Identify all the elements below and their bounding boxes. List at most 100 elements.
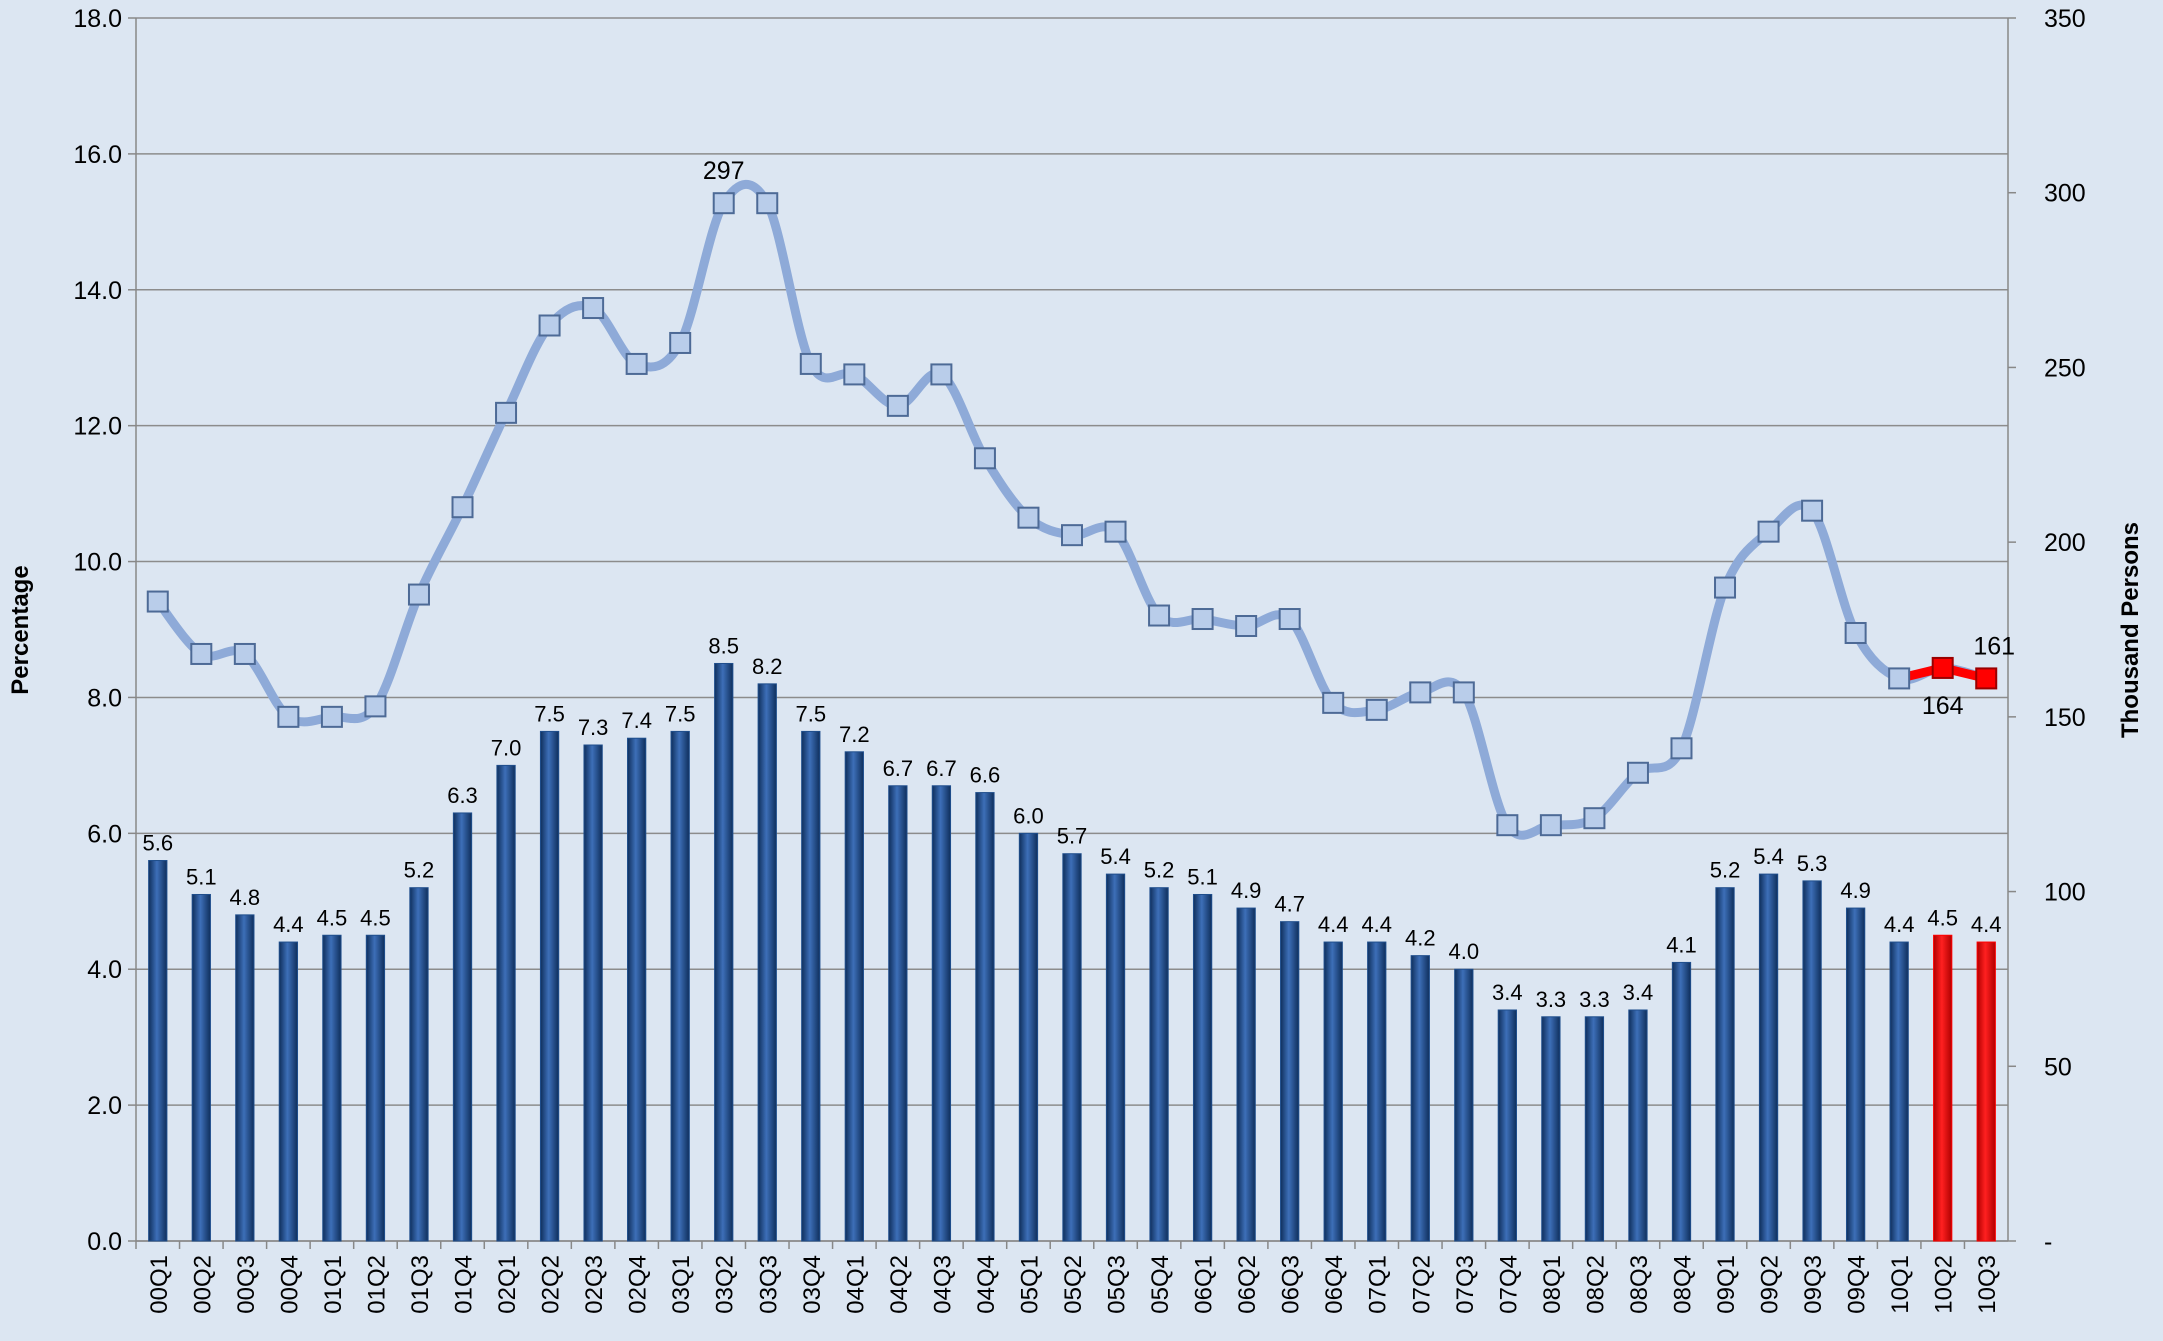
x-tick-label: 00Q2 [189,1255,216,1314]
line-marker [1714,576,1737,599]
x-tick-label: 08Q4 [1669,1255,1696,1314]
line-marker [1061,524,1083,547]
x-tick-label: 02Q2 [538,1255,565,1314]
x-tick-label: 00Q4 [276,1255,303,1314]
line-marker [451,496,474,519]
bar [1497,1009,1517,1242]
bar-value-label: 3.4 [1492,980,1523,1005]
line-marker [1801,499,1824,522]
x-tick-label: 03Q1 [668,1255,695,1314]
line-marker [146,590,169,613]
line-marker [1496,814,1519,837]
y-axis-title: Percentage [7,565,34,694]
x-tick-label: 02Q4 [625,1255,652,1314]
bar-value-label: 5.2 [404,858,435,883]
bar [409,887,429,1242]
x-tick-label: 04Q4 [973,1255,1000,1314]
bar-value-label: 7.5 [665,701,696,726]
line-value-label: 161 [1973,632,2015,660]
x-tick-label: 02Q1 [494,1255,521,1314]
bar-value-label: 7.3 [578,715,609,740]
bar [1410,955,1430,1242]
line-marker [407,583,430,606]
line-marker [538,314,561,337]
line-marker [495,401,518,424]
y-tick-label: 10.0 [73,549,122,577]
x-tick-label: 01Q1 [320,1255,347,1314]
y-tick-label: 4.0 [87,956,122,984]
bar [539,730,560,1242]
bar-value-label: 5.7 [1057,824,1088,849]
y2-tick-label: 300 [2044,180,2086,208]
line-marker [712,192,735,215]
bar-value-label: 4.5 [360,905,391,930]
bar [714,662,734,1242]
x-tick-label: 09Q4 [1844,1255,1871,1314]
bar [670,730,690,1242]
bar [888,785,908,1242]
x-tick-label: 07Q4 [1495,1255,1522,1314]
bar-value-label: 5.2 [1144,858,1175,883]
bar [583,744,603,1242]
bar [148,860,168,1242]
bar [1715,887,1735,1242]
bar-value-label: 6.7 [883,756,914,781]
y2-tick-label: 200 [2044,529,2086,557]
bar [627,737,647,1242]
y2-tick-label: 150 [2044,704,2086,732]
bar-value-label: 6.3 [447,783,478,808]
line-marker [1278,608,1301,631]
bar [1671,961,1692,1242]
line-marker [1626,761,1649,784]
bar-value-label: 5.1 [186,864,217,889]
x-tick-label: 03Q2 [712,1255,739,1314]
x-tick-label: 10Q2 [1931,1255,1958,1314]
bar-value-label: 4.9 [1231,878,1262,903]
x-tick-label: 05Q2 [1060,1255,1087,1314]
line-marker [582,297,605,320]
bar [1933,934,1953,1242]
bar [801,730,821,1242]
line-marker [669,331,692,354]
x-tick-label: 06Q1 [1191,1255,1218,1314]
x-tick-label: 01Q3 [407,1255,434,1314]
bar [757,683,777,1242]
line-marker [1931,656,1954,679]
bar-value-label: 7.5 [534,701,565,726]
line-marker [1670,737,1693,760]
bar-value-label: 7.4 [621,708,652,733]
x-tick-label: 09Q3 [1800,1255,1827,1314]
line-marker [1888,667,1911,690]
bar [844,751,864,1242]
bar [1323,941,1343,1242]
bar [1149,887,1169,1242]
y-tick-label: 0.0 [87,1228,122,1256]
bar [1062,853,1082,1242]
bar-value-label: 4.7 [1274,892,1305,917]
bar [235,914,255,1242]
y2-tick-label: 350 [2044,5,2086,33]
bar-value-label: 5.4 [1753,844,1784,869]
x-tick-label: 02Q3 [581,1255,608,1314]
line-marker [886,394,909,417]
y-tick-label: 8.0 [87,684,122,712]
line-marker [1409,681,1432,704]
bar-value-label: 5.1 [1187,864,1218,889]
line-marker [625,352,648,375]
x-tick-label: 05Q1 [1016,1255,1043,1314]
x-tick-label: 08Q1 [1539,1255,1566,1314]
bar [496,764,516,1242]
x-tick-label: 04Q1 [842,1255,869,1314]
x-tick-label: 10Q1 [1887,1255,1914,1314]
bar-value-label: 4.4 [1318,912,1349,937]
bar [1280,921,1300,1242]
x-tick-label: 03Q3 [755,1255,782,1314]
line-marker [973,447,996,470]
bar [1628,1009,1648,1242]
bar [1889,941,1909,1242]
bar-value-label: 4.4 [1971,912,2002,937]
bar [1192,893,1213,1242]
bar-value-label: 4.0 [1449,939,1480,964]
